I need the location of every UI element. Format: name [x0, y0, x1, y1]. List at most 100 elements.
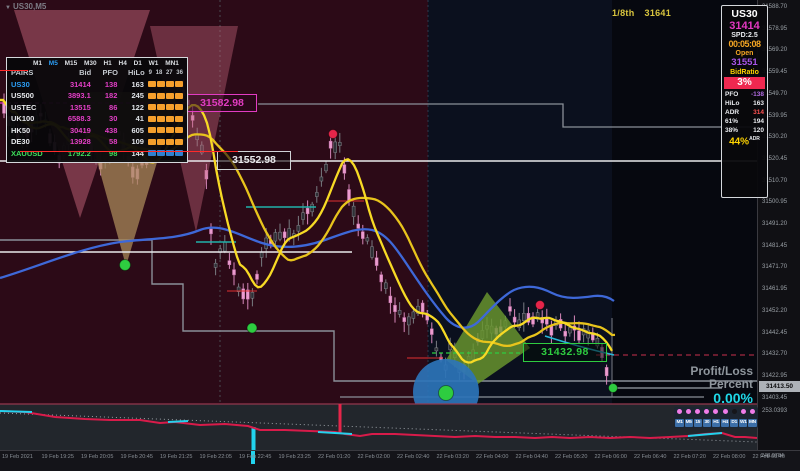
dashboard-timeframe-h4[interactable]: H4 [118, 60, 127, 67]
dashboard-timeframe-m15[interactable]: M15 [64, 60, 78, 67]
strength-bar [165, 115, 174, 122]
pairs-table-row-xauusd[interactable]: XAUUSD 1792.2 98 144 [7, 148, 187, 160]
pair-hilo: 41 [135, 114, 144, 124]
mini-timeframe-button-w1[interactable]: W1 [739, 419, 748, 427]
info-stat-pfo: PFO -138 [722, 90, 767, 99]
pair-hilo: 605 [131, 125, 144, 135]
mini-timeframe-button-d1[interactable]: D1 [730, 419, 739, 427]
time-axis-label: 22 Feb 02:00 [357, 454, 390, 460]
info-candle-countdown: 00:05:08 [728, 39, 761, 49]
pairs-table-row-us500[interactable]: US500 3893.1 182 245 [7, 90, 187, 102]
header-pfo: PFO [102, 68, 118, 78]
time-axis-label: 22 Feb 04:00 [476, 454, 509, 460]
timeframe-status-dot [686, 409, 692, 414]
mini-timeframe-button-mn[interactable]: MN [748, 419, 757, 427]
dashboard-timeframe-h1[interactable]: H1 [103, 60, 112, 67]
price-level-label-mid[interactable]: 31552.98 [217, 151, 291, 170]
eighth-fraction: 1/8th [612, 8, 635, 18]
stat-label: HiLo [725, 100, 740, 107]
pair-pfo: 182 [104, 91, 118, 101]
time-axis-label: 22 Feb 03:20 [436, 454, 469, 460]
price-axis-label: 31491.20 [762, 221, 788, 227]
time-axis-label: 22 Feb 02:40 [397, 454, 430, 460]
dropdown-arrow-icon: ▼ [5, 5, 11, 11]
symbol-watermark[interactable]: ▼ US30,M5 [5, 2, 46, 11]
profit-loss-display: Profit/Loss Percent 0.00% [690, 365, 753, 406]
pair-name: HK50 [11, 125, 31, 135]
time-axis[interactable]: 248.0784 19 Feb 2021 19 Feb 19:25 19 Feb 2… [0, 450, 800, 471]
stat-value: 163 [753, 100, 764, 107]
strength-bar [156, 115, 165, 122]
stat-label: ADR [725, 109, 740, 116]
time-axis-label: 19 Feb 21:25 [160, 454, 193, 460]
dashboard-timeframe-w1[interactable]: W1 [148, 60, 159, 67]
strength-bar [165, 104, 174, 111]
price-axis-label: 31452.20 [762, 307, 788, 314]
price-axis-label: 31588.70 [762, 4, 788, 10]
timeframe-header-row: M1 M5 M15 M30 H1 H4 D1 W1 MN1 [7, 58, 187, 67]
strength-bar [147, 81, 156, 88]
mini-timeframe-button-h4[interactable]: H4 [721, 419, 730, 427]
strength-bar [156, 81, 165, 88]
dashboard-timeframe-d1[interactable]: D1 [133, 60, 142, 67]
symbol-period-label: US30,M5 [12, 2, 47, 11]
price-axis-label: 31500.95 [762, 199, 788, 206]
price-axis-label: 31432.70 [762, 351, 788, 358]
pair-name: UK100 [11, 114, 35, 124]
dashboard-timeframe-m30[interactable]: M30 [84, 60, 97, 67]
time-axis-label: 19 Feb 23:25 [278, 454, 311, 460]
dashboard-timeframe-m1[interactable]: M1 [33, 60, 43, 67]
price-level-label-upper[interactable]: 31582.98 [187, 94, 257, 112]
mini-tf-cell-m1: M1 [675, 408, 684, 427]
price-level-label-lower[interactable]: 31432.98 [523, 343, 607, 362]
mini-tf-cell-h4: H4 [721, 408, 730, 427]
price-axis-label: 31539.95 [762, 112, 788, 119]
info-stat-38pct: 38% 120 [722, 126, 767, 135]
strength-bar [174, 150, 183, 157]
pair-pfo: 138 [104, 79, 118, 89]
price-axis-label: 31481.45 [762, 242, 788, 249]
info-symbol: US30 [731, 8, 758, 20]
stat-value: 194 [753, 118, 764, 125]
pair-bid: 13515 [69, 102, 91, 112]
dashboard-timeframe-mn1[interactable]: MN1 [165, 60, 179, 67]
strength-bar [165, 127, 174, 134]
pairs-table-row-us30[interactable]: US30 31414 138 163 [7, 79, 187, 91]
dashboard-timeframe-m5[interactable]: M5 [48, 60, 58, 67]
mini-tf-cell-30: 30 [702, 408, 711, 427]
pairs-table-row-hk50[interactable]: HK50 30419 438 605 [7, 125, 187, 137]
mini-timeframe-button-30[interactable]: 30 [702, 419, 711, 427]
pair-strength-bars [147, 138, 183, 145]
price-axis-label: 31559.45 [762, 69, 788, 76]
pairs-table-row-ustec[interactable]: USTEC 13515 86 122 [7, 102, 187, 114]
mini-tf-cell-h1: H1 [711, 408, 721, 427]
price-axis-label: 31510.70 [762, 177, 788, 184]
price-axis-label: 31520.45 [762, 155, 788, 162]
pairs-table-row-uk100[interactable]: UK100 6588.3 30 41 [7, 113, 187, 125]
info-stats-list: PFO -138 HiLo 163 ADR 314 61% 194 38% 120 [722, 90, 767, 135]
time-axis-label: 22 Feb 07:20 [673, 454, 706, 460]
stat-label: 61% [725, 118, 739, 125]
mini-tf-cell-15: 15 [693, 408, 702, 427]
strength-bar [147, 104, 156, 111]
eighth-price: 31641 [644, 8, 672, 18]
pairs-dashboard-panel: M1 M5 M15 M30 H1 H4 D1 W1 MN1 PAIRS Bid PFO HiLo 9 18… [6, 57, 188, 163]
pair-hilo: 144 [131, 148, 144, 158]
mini-timeframe-button-15[interactable]: 15 [693, 419, 702, 427]
pair-bid: 30419 [69, 125, 91, 135]
pair-hilo: 163 [131, 79, 144, 89]
mini-timeframe-button-h1[interactable]: H1 [711, 419, 721, 427]
strength-bar [147, 150, 156, 157]
timeframe-status-dot [740, 409, 746, 414]
mini-tf-cell-d1: D1 [730, 408, 739, 427]
pair-bid: 1792.2 [67, 148, 91, 158]
strength-bar [174, 92, 183, 99]
time-axis-label: 19 Feb 19:25 [41, 454, 74, 460]
pair-name: DE30 [11, 137, 30, 147]
strength-bar [156, 127, 165, 134]
pairs-table-row-de30[interactable]: DE30 13928 58 109 [7, 136, 187, 148]
pair-strength-bars [147, 104, 183, 111]
mini-timeframe-button-m5[interactable]: M5 [684, 419, 693, 427]
mini-timeframe-button-m1[interactable]: M1 [675, 419, 684, 427]
